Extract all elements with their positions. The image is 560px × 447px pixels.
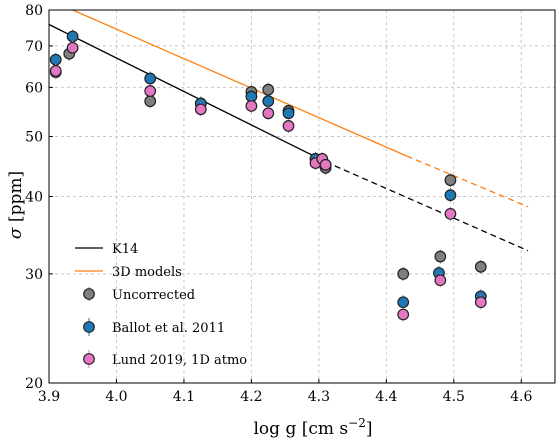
uncorrected-point: [474, 260, 487, 273]
uncorrected-point: [397, 268, 410, 280]
uncorrected-point: [434, 250, 447, 263]
ballot-point: [444, 189, 457, 202]
legend-uncorrected-marker: [83, 288, 95, 300]
x-tick-label: 3.9: [38, 389, 60, 405]
legend-ballot-label: Ballot et al. 2011: [112, 321, 225, 336]
lund-point: [444, 207, 457, 220]
ballot-point: [262, 95, 275, 108]
legend-k14-label: K14: [112, 242, 138, 257]
lund-point: [474, 296, 487, 309]
data-points: [49, 29, 487, 322]
ballot-point: [49, 53, 62, 66]
ballot-point: [397, 296, 410, 309]
y-tick-label: 70: [25, 39, 43, 55]
legend-uncorrected-label: Uncorrected: [112, 288, 195, 303]
lund-point: [434, 274, 447, 287]
lund-point: [282, 120, 295, 132]
x-tick-label: 4.1: [173, 389, 195, 405]
legend-lund-label: Lund 2019, 1D atmo: [112, 353, 247, 368]
models-3d-dashed-line: [406, 155, 529, 208]
model-lines: [48, 9, 529, 252]
y-tick-label: 20: [25, 376, 43, 392]
k14-solid-line: [48, 23, 326, 163]
axis-ticks: 3.9 4.0 4.1 4.2 4.3 4.4 4.5 4.6 20 30 40 50 60 70 80: [25, 3, 532, 405]
lund-point: [319, 158, 332, 171]
y-tick-label: 80: [25, 3, 43, 19]
legend: K14 3D models Uncorrected Ballot et al. …: [75, 242, 247, 368]
k14-dashed-line: [325, 161, 529, 252]
legend-lund-marker: [83, 353, 95, 365]
models-3d-solid-line: [72, 9, 407, 157]
x-tick-label: 4.3: [308, 389, 330, 405]
y-axis-title: σ [ppm]: [6, 171, 26, 239]
y-tick-label: 50: [25, 129, 43, 145]
x-tick-label: 4.4: [375, 389, 397, 405]
lund-point: [397, 308, 410, 321]
x-tick-label: 4.5: [443, 389, 465, 405]
lund-point: [194, 103, 207, 116]
x-axis-title: log g [cm s−2]: [254, 416, 373, 439]
x-tick-label: 4.2: [240, 389, 262, 405]
y-tick-label: 40: [25, 190, 43, 206]
lund-point: [49, 64, 62, 77]
lund-point: [245, 100, 258, 112]
x-tick-label: 4.0: [105, 389, 127, 405]
uncorrected-point: [444, 174, 457, 187]
x-tick-label: 4.6: [510, 389, 532, 405]
y-tick-label: 30: [25, 267, 43, 283]
uncorrected-point: [262, 83, 275, 96]
ballot-point: [144, 72, 157, 85]
ballot-point: [282, 107, 295, 120]
y-tick-label: 60: [25, 80, 43, 96]
lund-point: [66, 41, 79, 54]
legend-ballot-marker: [83, 321, 95, 333]
ballot-point: [66, 30, 79, 43]
lund-point: [144, 85, 157, 97]
legend-3d-label: 3D models: [112, 265, 182, 280]
lund-point: [262, 107, 275, 120]
